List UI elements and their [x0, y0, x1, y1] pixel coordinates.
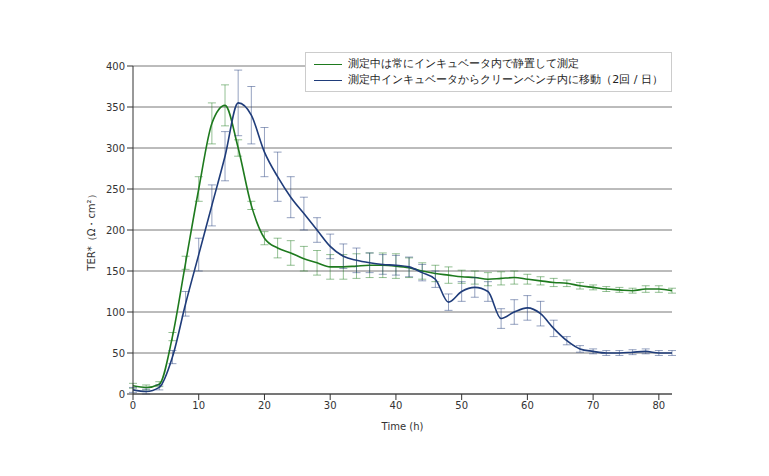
- svg-text:100: 100: [106, 307, 125, 318]
- svg-text:350: 350: [106, 102, 125, 113]
- svg-text:0: 0: [119, 389, 125, 400]
- svg-text:300: 300: [106, 143, 125, 154]
- html-text:測定中インキュベータからクリーンベンチ内に移動（2回 / 日: 測定中インキュベータからクリーンベンチ内に移動（2回 / 日）: [348, 73, 663, 86]
- svg-text:TER*（Ω・cm²）: TER*（Ω・cm²）: [86, 189, 97, 271]
- svg-text:40: 40: [390, 400, 403, 411]
- svg-text:80: 80: [652, 400, 665, 411]
- svg-text:250: 250: [106, 184, 125, 195]
- svg-text:150: 150: [106, 266, 125, 277]
- svg-text:Time (h): Time (h): [381, 421, 424, 432]
- svg-text:50: 50: [455, 400, 468, 411]
- svg-text:400: 400: [106, 61, 125, 72]
- svg-text:70: 70: [587, 400, 600, 411]
- svg-text:0: 0: [130, 400, 136, 411]
- html-text:測定中は常にインキュベータ内で静置して測定: 測定中は常にインキュベータ内で静置して測定: [348, 57, 580, 70]
- svg-text:20: 20: [258, 400, 271, 411]
- svg-text:30: 30: [324, 400, 337, 411]
- svg-text:50: 50: [112, 348, 125, 359]
- svg-text:60: 60: [521, 400, 534, 411]
- svg-text:200: 200: [106, 225, 125, 236]
- svg-text:10: 10: [192, 400, 205, 411]
